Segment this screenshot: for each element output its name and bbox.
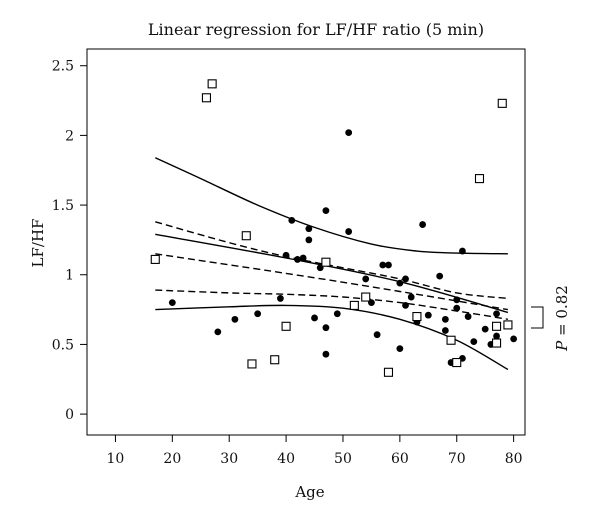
data-point-square [492, 321, 502, 331]
data-point-circle [362, 275, 370, 283]
y-axis-label: LF/HF [29, 219, 47, 268]
data-point-square [474, 174, 485, 184]
data-point-circle [453, 304, 461, 312]
data-point-circle [277, 295, 284, 302]
y-axis: 0 0.5 1 1.5 2 2.5 [52, 59, 87, 423]
data-point-circle [294, 256, 301, 263]
data-point-square [452, 357, 462, 368]
data-point-square [497, 98, 507, 108]
data-point-square [446, 335, 456, 345]
y-tick-label: 1.5 [52, 198, 74, 214]
data-point-circle [470, 338, 478, 346]
data-point-square [150, 254, 160, 264]
data-point-square [207, 79, 217, 89]
plot-frame [86, 48, 526, 436]
p-value-bracket [531, 306, 544, 329]
x-tick-label: 50 [334, 451, 352, 467]
data-point-circle [402, 275, 409, 283]
y-tick-label: 1 [65, 268, 74, 284]
data-point-circle [385, 261, 392, 269]
y-tick-label: 2.5 [52, 59, 74, 75]
data-point-square [270, 355, 280, 365]
data-point-circle [396, 279, 404, 287]
data-point-circle [305, 236, 313, 244]
data-point-square [201, 93, 212, 103]
data-point-circle [436, 272, 444, 280]
p-value-text: = 0.82 [553, 285, 571, 336]
data-point-square [247, 359, 257, 369]
regression-2-upper-ci-line [155, 221, 508, 300]
data-point-circle [396, 345, 404, 353]
data-point-circle [493, 310, 500, 318]
data-point-circle [459, 247, 466, 255]
data-point-circle [254, 310, 262, 318]
data-points [150, 79, 518, 377]
data-point-square [492, 338, 502, 348]
x-tick-label: 60 [391, 451, 409, 467]
x-axis-label: Age [294, 483, 324, 501]
x-tick-label: 30 [220, 451, 238, 467]
p-value-symbol: P [553, 340, 571, 352]
data-point-circle [305, 225, 313, 233]
data-point-circle [402, 302, 409, 309]
data-point-circle [441, 315, 449, 323]
data-point-square [321, 257, 331, 267]
data-point-circle [379, 261, 387, 269]
data-point-square [503, 320, 513, 330]
data-point-circle [345, 129, 353, 137]
data-point-circle [453, 296, 461, 304]
regression-1-upper-ci-line [155, 157, 508, 255]
data-point-circle [214, 328, 222, 336]
y-tick-label: 0.5 [52, 337, 74, 353]
data-point-square [412, 312, 422, 322]
data-point-square [349, 300, 359, 310]
data-point-circle [333, 310, 341, 318]
data-point-circle [510, 335, 518, 343]
regression-2-lower-ci-line [155, 289, 509, 320]
data-point-circle [373, 331, 381, 339]
data-point-circle [419, 221, 427, 228]
y-tick-label: 0 [65, 407, 74, 423]
data-point-circle [322, 207, 330, 215]
x-tick-label: 70 [448, 451, 466, 467]
data-point-circle [282, 251, 290, 259]
regression-1-lower-ci-line [155, 304, 509, 371]
data-point-circle [407, 293, 415, 301]
data-point-circle [288, 217, 296, 224]
data-point-circle [464, 313, 472, 320]
x-tick-label: 20 [163, 451, 181, 467]
y-tick-label: 2 [65, 128, 74, 144]
data-point-circle [322, 350, 330, 358]
data-point-circle [441, 327, 449, 334]
data-point-square [361, 292, 371, 302]
x-tick-label: 40 [277, 451, 295, 467]
data-point-square [281, 321, 291, 331]
data-point-circle [231, 315, 239, 323]
p-value-annotation: P = 0.82 [553, 285, 571, 352]
data-point-square [383, 367, 394, 377]
x-axis: 10 20 30 40 50 60 70 80 [107, 435, 523, 467]
data-point-circle [322, 324, 330, 332]
data-point-circle [311, 314, 318, 322]
data-point-circle [299, 254, 307, 262]
data-point-square [241, 231, 251, 241]
data-point-circle [168, 299, 176, 307]
data-point-circle [493, 332, 500, 340]
data-point-circle [424, 311, 432, 319]
x-tick-label: 80 [505, 451, 523, 467]
x-tick-label: 10 [107, 451, 125, 467]
data-point-circle [481, 325, 489, 333]
chart-title: Linear regression for LF/HF ratio (5 min… [148, 20, 484, 39]
data-point-circle [345, 228, 353, 235]
